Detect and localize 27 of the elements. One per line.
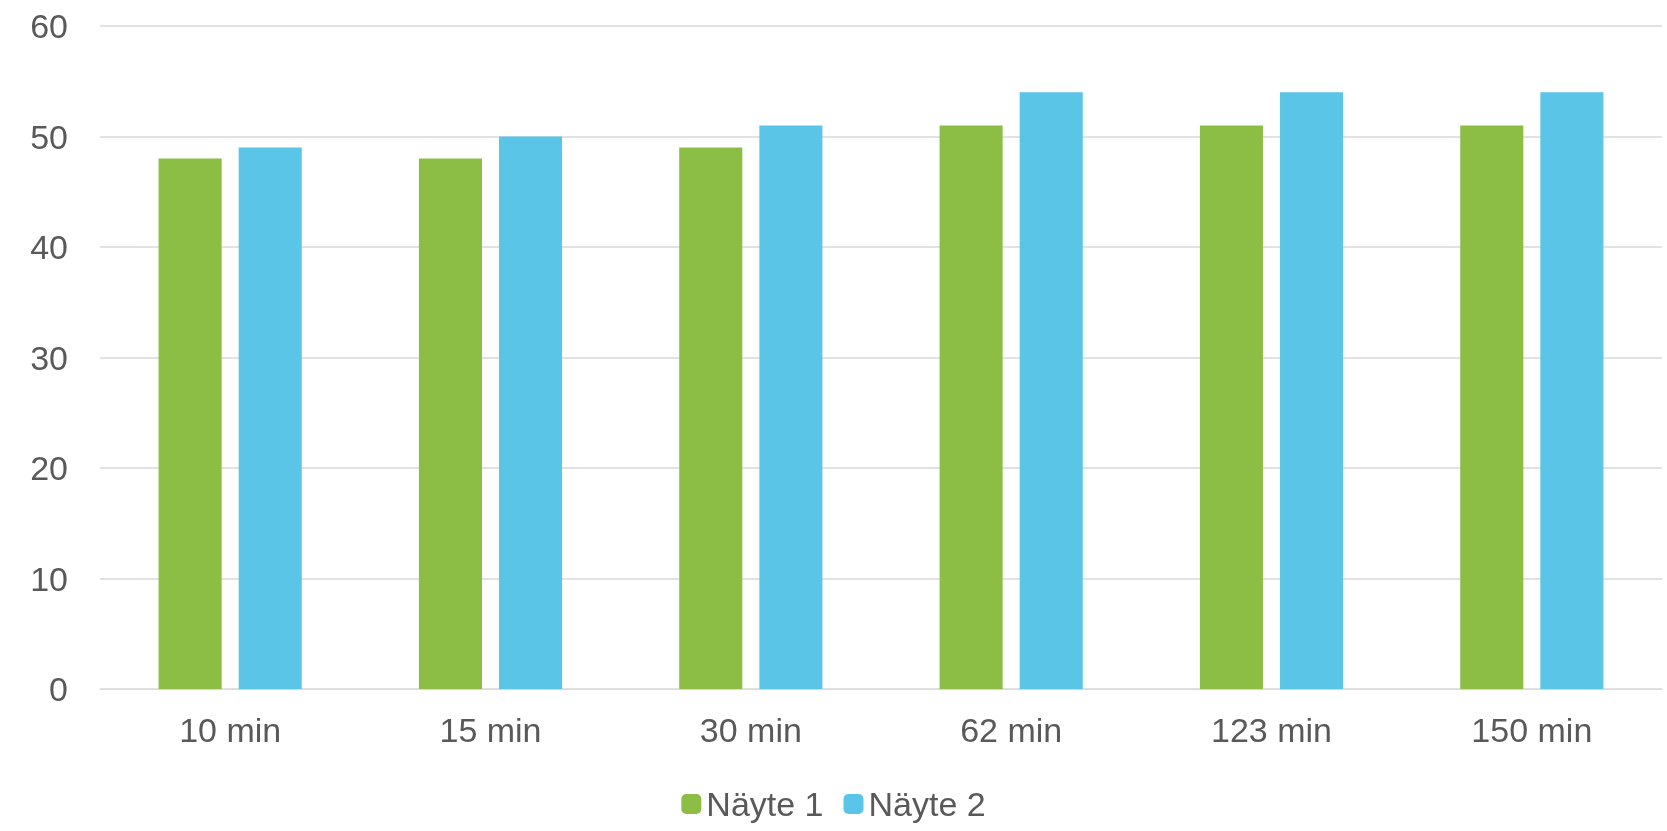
bar [679,147,743,689]
y-tick-label: 50 [30,117,68,156]
y-tick-label: 0 [49,670,68,708]
x-tick-label: 150 min [1471,711,1593,749]
y-tick-label: 30 [30,338,68,377]
bar [499,136,563,689]
bar [1540,92,1604,689]
bar [759,125,823,689]
legend-label: Näyte 1 [706,785,824,823]
y-tick-label: 40 [30,228,68,266]
bar [1280,92,1344,689]
x-tick-label: 123 min [1211,711,1332,749]
x-tick-label: 62 min [960,711,1063,749]
x-tick-label: 15 min [439,711,542,749]
legend-label: Näyte 2 [868,785,986,823]
bar [1019,92,1083,689]
bar [158,158,222,689]
y-tick-label: 10 [30,559,68,598]
bar [939,125,1003,689]
bar [238,147,302,689]
bar [418,158,482,689]
x-tick-label: 30 min [699,711,802,749]
bar [1199,125,1263,689]
x-tick-label: 10 min [179,711,282,749]
y-tick-label: 20 [30,449,68,487]
y-tick-label: 60 [30,7,68,45]
bar [1460,125,1524,689]
